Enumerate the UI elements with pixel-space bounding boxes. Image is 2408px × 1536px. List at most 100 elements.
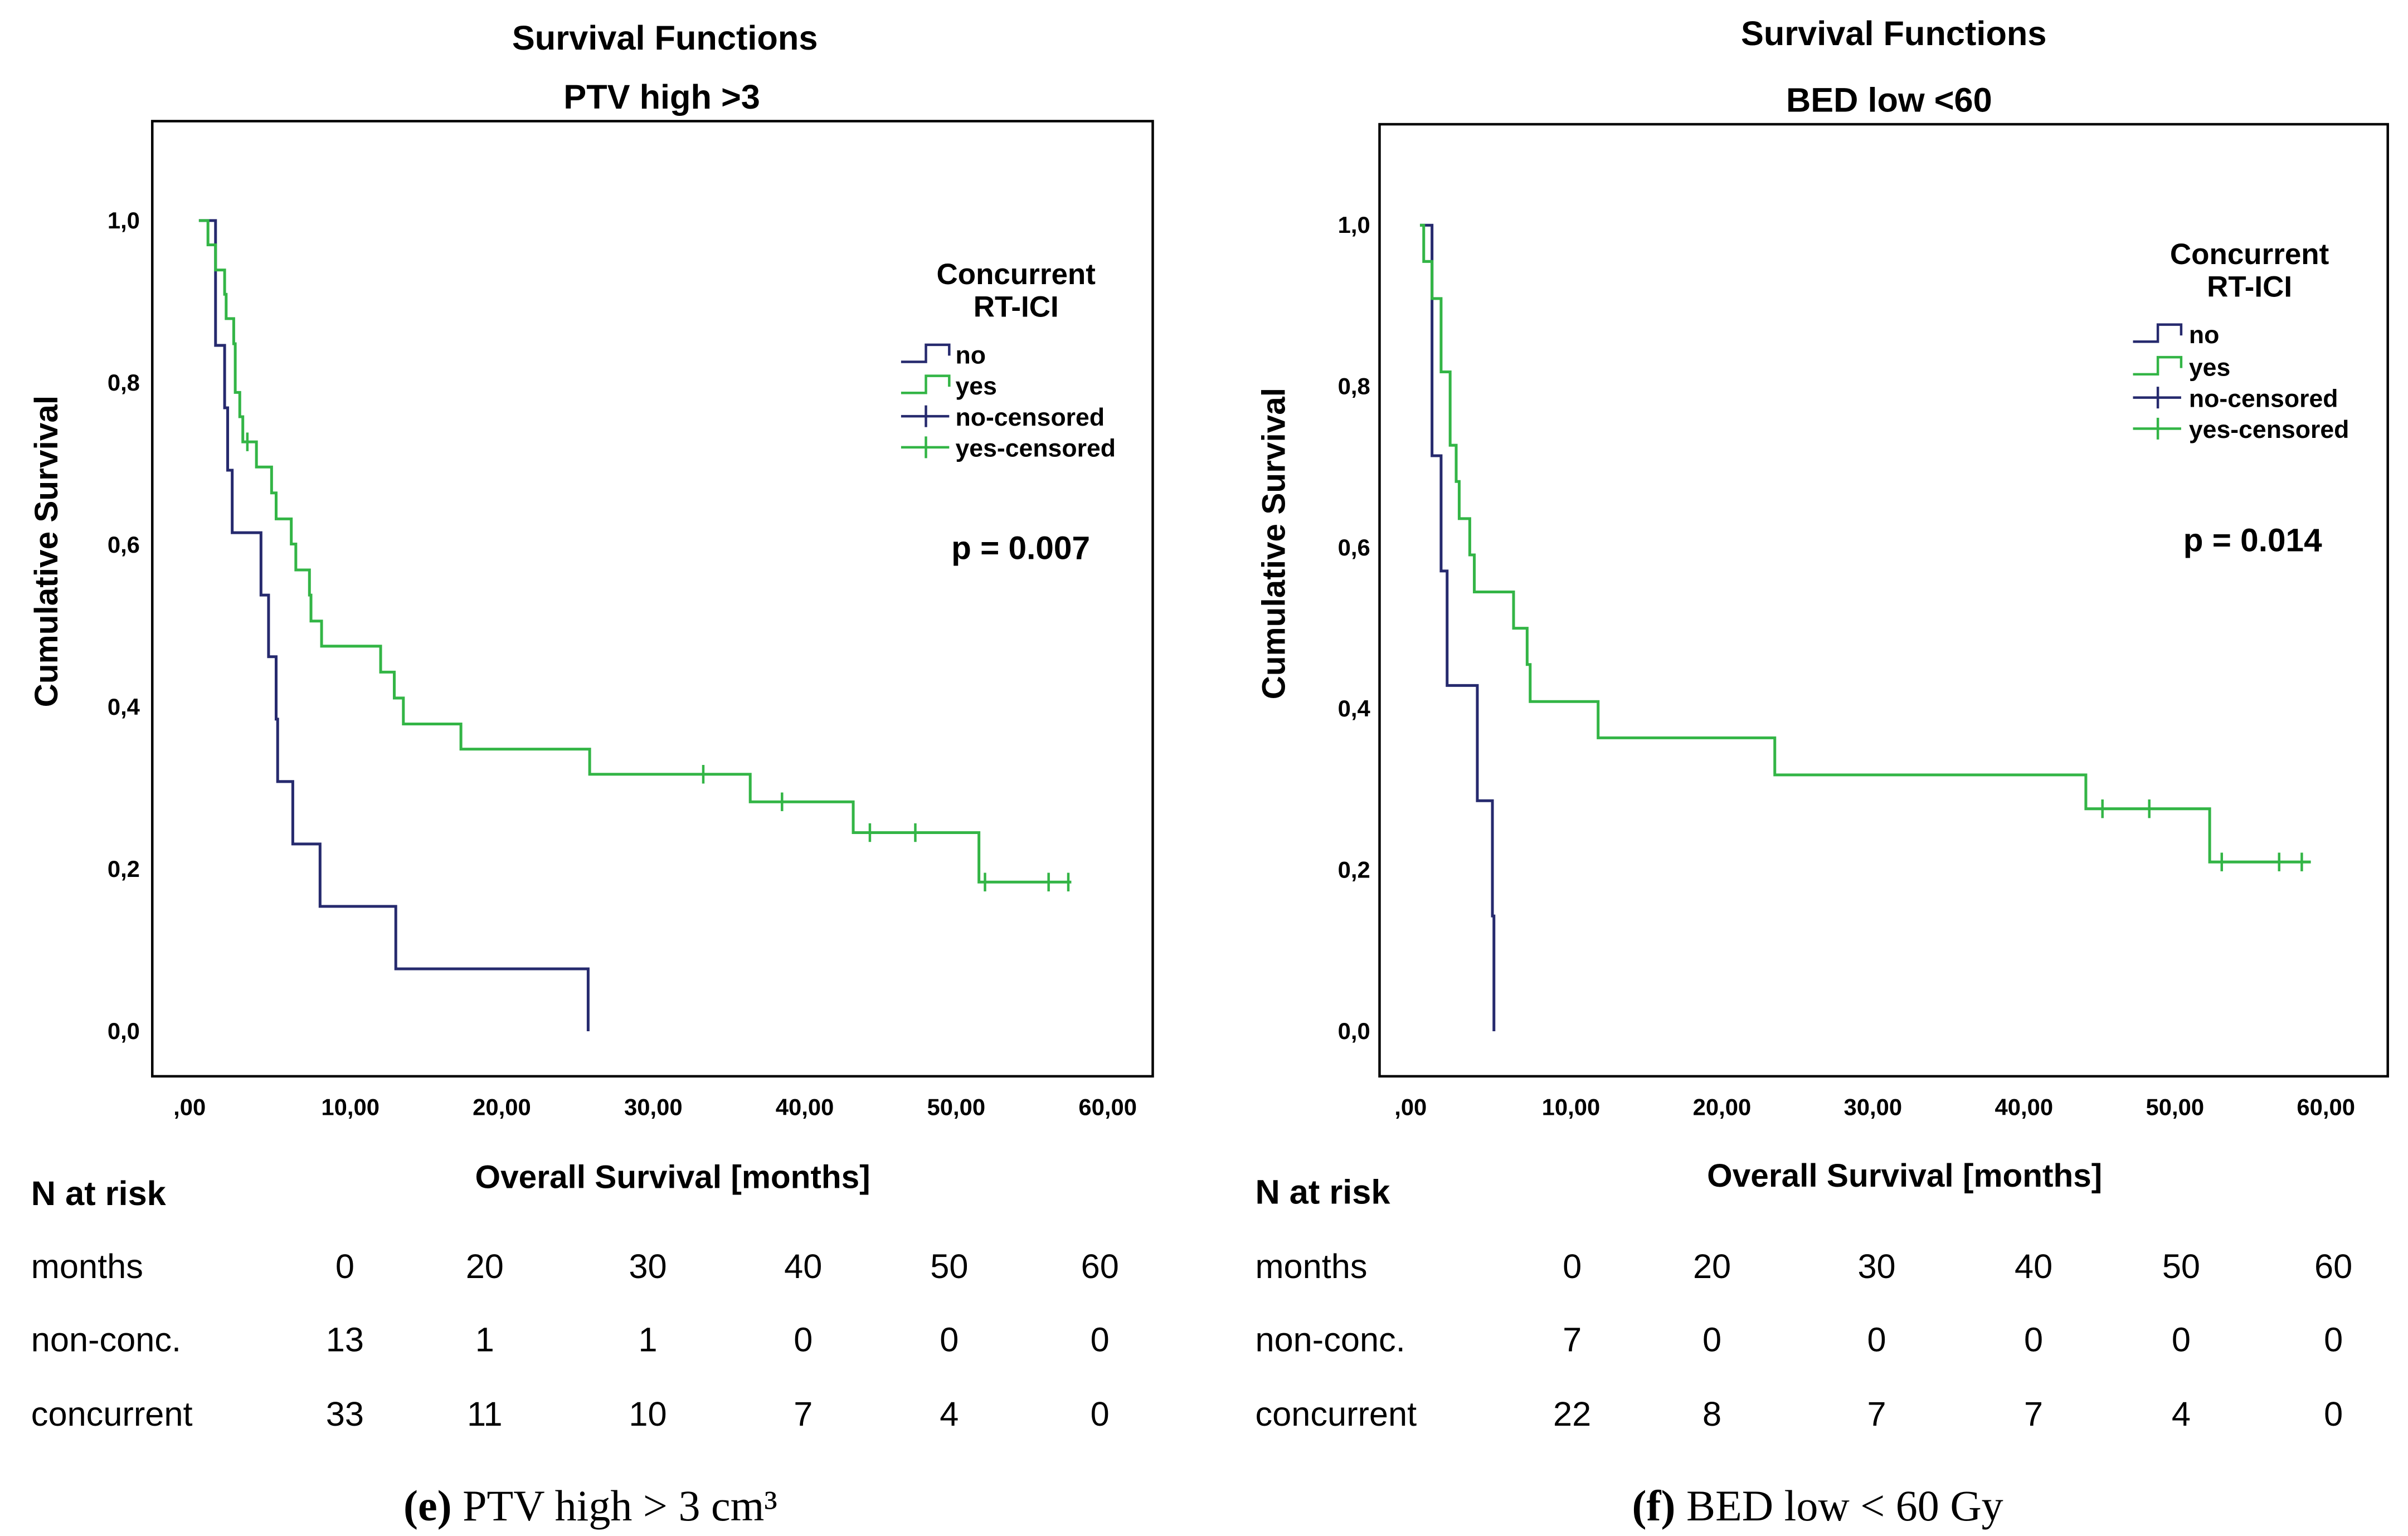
at-risk-heading: N at risk	[31, 1174, 167, 1212]
y-tick-label: 0,8	[108, 369, 140, 396]
legend-step-icon	[901, 343, 951, 363]
x-tick-label: 40,00	[776, 1094, 834, 1120]
legend-title: Concurrent	[2170, 238, 2329, 271]
caption-text: PTV high > 3 cm³	[452, 1481, 777, 1530]
x-tick-label: ,00	[173, 1094, 206, 1120]
at-risk-cell: 30	[629, 1247, 667, 1285]
chart-title: Survival Functions	[512, 18, 818, 57]
legend-step-icon	[2133, 355, 2183, 376]
at-risk-cell: 0	[1091, 1320, 1110, 1358]
y-tick-label: 0,6	[108, 531, 140, 558]
legend-item-label: yes-censored	[2189, 416, 2349, 443]
x-tick-label: 50,00	[927, 1094, 986, 1120]
at-risk-cell: 4	[2172, 1394, 2191, 1433]
caption-text: BED low < 60 Gy	[1676, 1481, 2003, 1530]
x-tick-label: 20,00	[1693, 1094, 1752, 1120]
x-tick-label: 30,00	[624, 1094, 683, 1120]
at-risk-cell: 7	[794, 1394, 813, 1433]
x-tick-label: 30,00	[1844, 1094, 1903, 1120]
p-value: p = 0.007	[951, 530, 1090, 567]
at-risk-cell: 7	[1563, 1320, 1582, 1358]
caption-letter: (e)	[403, 1481, 452, 1530]
legend-censor-icon	[901, 405, 950, 427]
legend-title: RT-ICI	[974, 291, 1059, 324]
km-panel-1: Survival Functions BED low <60 0,0 0,2 0,4 0,…	[1255, 14, 2389, 1530]
km-panel-0: Survival Functions PTV high >3 0,0 0,2 0,4 0,…	[28, 18, 1154, 1530]
at-risk-cell: 0	[1563, 1247, 1582, 1285]
legend-item-label: no-censored	[955, 404, 1105, 431]
y-tick-label: 0,8	[1338, 373, 1370, 399]
plot-frame	[1378, 123, 2389, 1078]
y-tick-label: 0,6	[1338, 534, 1370, 560]
y-tick-label: 0,4	[108, 694, 140, 720]
legend-censor-icon	[2133, 387, 2181, 409]
x-tick-label: 60,00	[2297, 1094, 2355, 1120]
at-risk-cell: 11	[467, 1394, 503, 1433]
at-risk-row-label: non-conc.	[1255, 1320, 1405, 1358]
legend-step-icon	[901, 374, 951, 394]
at-risk-row-label: months	[31, 1247, 143, 1285]
plot-frame	[151, 120, 1154, 1078]
legend-title: Concurrent	[937, 258, 1096, 291]
at-risk-row-label: non-conc.	[31, 1320, 181, 1358]
at-risk-cell: 0	[1091, 1394, 1110, 1433]
y-tick-label: 0,0	[1338, 1018, 1370, 1044]
y-tick-label: 1,0	[1338, 212, 1370, 238]
legend-censor-icon	[2133, 417, 2181, 440]
km-curve-yes	[1419, 223, 2311, 864]
at-risk-cell: 30	[1857, 1247, 1895, 1285]
p-value: p = 0.014	[2183, 523, 2322, 559]
x-tick-label: 60,00	[1078, 1094, 1137, 1120]
km-curve-no	[198, 219, 590, 1032]
km-curve-no	[1419, 223, 1496, 1032]
legend-item-label: yes-censored	[955, 435, 1116, 462]
at-risk-cell: 10	[629, 1394, 667, 1433]
at-risk-cell: 33	[326, 1394, 364, 1433]
at-risk-cell: 20	[466, 1247, 504, 1285]
at-risk-row-label: months	[1255, 1247, 1367, 1285]
at-risk-cell: 7	[2024, 1394, 2043, 1433]
at-risk-cell: 0	[794, 1320, 813, 1358]
at-risk-cell: 1	[475, 1320, 494, 1358]
legend-item-label: yes	[2189, 354, 2230, 382]
at-risk-cell: 50	[2162, 1247, 2200, 1285]
at-risk-row-label: concurrent	[1255, 1394, 1417, 1433]
legend-censor-icon	[901, 436, 950, 459]
chart-subtitle: BED low <60	[1786, 81, 1992, 119]
legend-step-icon	[2133, 323, 2183, 343]
at-risk-cell: 40	[2015, 1247, 2052, 1285]
figure-caption: (e) PTV high > 3 cm³	[403, 1481, 777, 1530]
x-axis-label: Overall Survival [months]	[475, 1159, 870, 1196]
at-risk-cell: 60	[2314, 1247, 2352, 1285]
at-risk-cell: 50	[930, 1247, 968, 1285]
at-risk-cell: 13	[326, 1320, 364, 1358]
at-risk-cell: 0	[2324, 1320, 2343, 1358]
y-axis-label: Cumulative Survival	[1256, 388, 1292, 700]
figure-caption: (f) BED low < 60 Gy	[1632, 1481, 2003, 1530]
legend-title: RT-ICI	[2207, 270, 2292, 303]
y-tick-label: 0,0	[108, 1018, 140, 1044]
x-tick-label: 40,00	[1995, 1094, 2054, 1120]
at-risk-cell: 60	[1081, 1247, 1119, 1285]
chart-title: Survival Functions	[1741, 14, 2047, 52]
legend-item-label: no	[2189, 321, 2219, 349]
caption-letter: (f)	[1632, 1481, 1676, 1530]
at-risk-row-label: concurrent	[31, 1394, 193, 1433]
y-tick-label: 0,2	[1338, 857, 1370, 883]
at-risk-cell: 0	[335, 1247, 354, 1285]
legend-item-label: no-censored	[2189, 385, 2338, 412]
at-risk-heading: N at risk	[1255, 1172, 1390, 1211]
at-risk-cell: 0	[2172, 1320, 2191, 1358]
at-risk-cell: 7	[1867, 1394, 1886, 1433]
at-risk-cell: 4	[940, 1394, 959, 1433]
y-tick-label: 0,4	[1338, 695, 1371, 721]
chart-subtitle: PTV high >3	[563, 77, 760, 116]
x-tick-label: 20,00	[473, 1094, 531, 1120]
at-risk-cell: 1	[638, 1320, 657, 1358]
at-risk-cell: 8	[1702, 1394, 1721, 1433]
y-tick-label: 1,0	[108, 207, 140, 233]
x-tick-label: 50,00	[2146, 1094, 2204, 1120]
y-axis-label: Cumulative Survival	[28, 396, 65, 708]
km-curve-yes	[198, 219, 1072, 884]
